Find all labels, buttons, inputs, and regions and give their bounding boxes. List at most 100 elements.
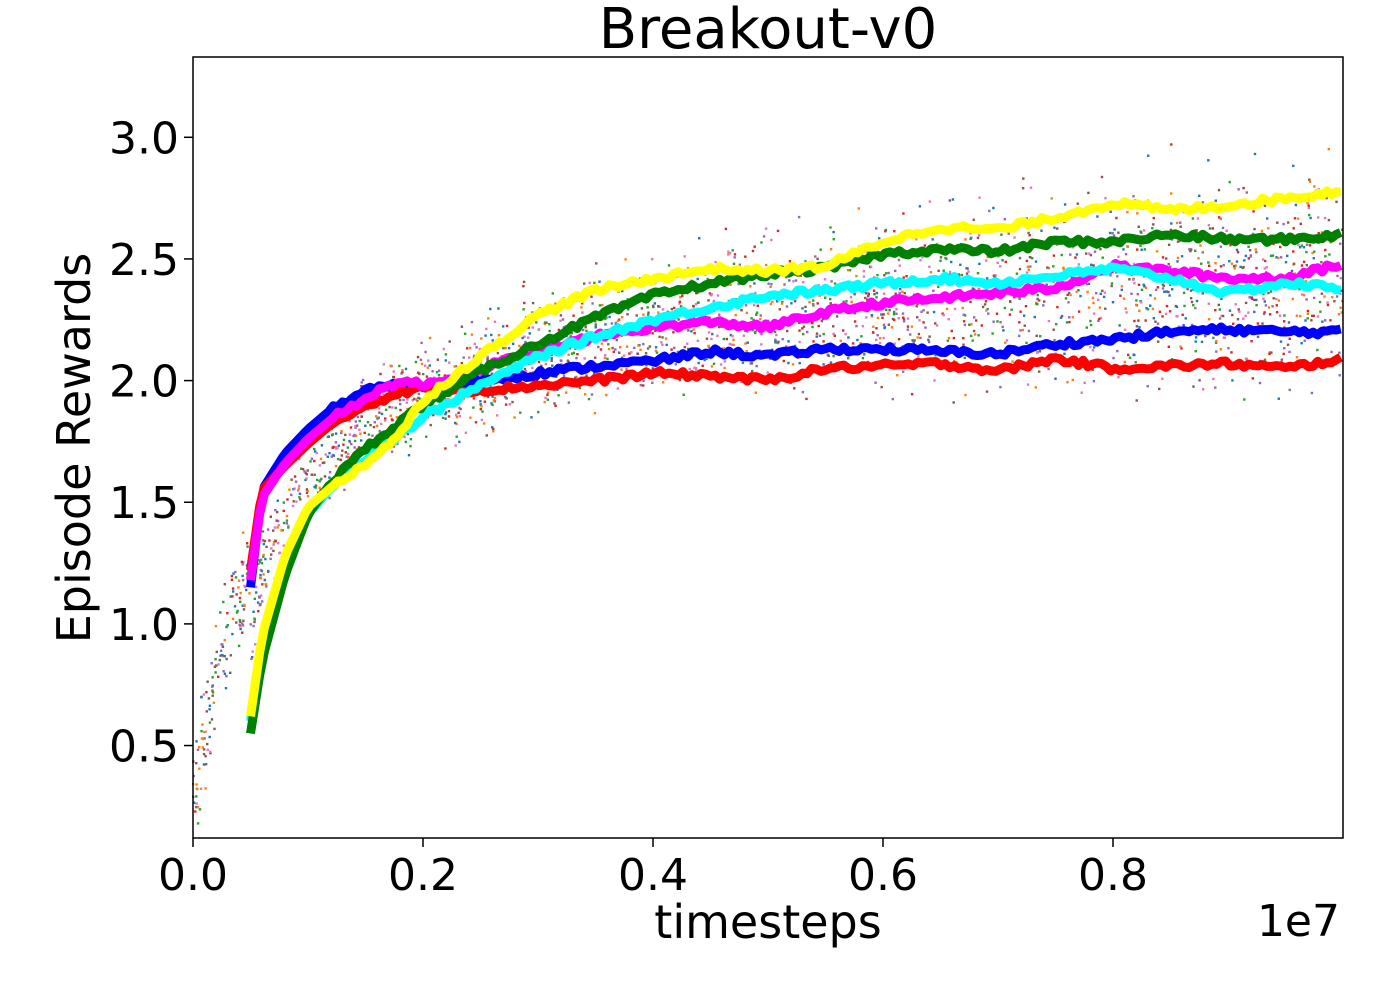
scatter-point xyxy=(754,291,757,295)
scatter-point xyxy=(913,339,916,342)
scatter-point xyxy=(696,277,699,281)
scatter-point xyxy=(1062,266,1065,269)
scatter-point xyxy=(202,693,206,696)
scatter-point xyxy=(978,234,981,237)
chart-title: Breakout-v0 xyxy=(599,0,938,62)
scatter-point xyxy=(570,352,574,355)
scatter-point xyxy=(981,305,985,309)
scatter-point xyxy=(723,360,727,363)
scatter-point xyxy=(909,333,912,336)
plot-frame xyxy=(192,56,1344,839)
scatter-point xyxy=(1167,290,1170,294)
scatter-point xyxy=(690,330,693,333)
scatter-point xyxy=(543,321,547,324)
scatter-point xyxy=(745,350,748,353)
scatter-point xyxy=(1265,266,1268,269)
scatter-point xyxy=(693,366,696,369)
scatter-point xyxy=(1235,248,1239,252)
scatter-point xyxy=(822,363,825,366)
scatter-point xyxy=(437,369,441,372)
scatter-point xyxy=(1258,381,1262,385)
scatter-point xyxy=(353,439,357,443)
scatter-point xyxy=(1204,334,1207,338)
scatter-point xyxy=(918,205,922,208)
scatter-point xyxy=(1307,206,1310,210)
scatter-point xyxy=(953,307,957,311)
scatter-point xyxy=(733,253,737,256)
scatter-point xyxy=(1335,200,1338,203)
scatter-point xyxy=(1263,311,1266,314)
scatter-point xyxy=(1126,245,1129,248)
scatter-point xyxy=(379,372,382,376)
scatter-point xyxy=(1003,306,1007,310)
scatter-point xyxy=(773,330,777,334)
scatter-point xyxy=(994,274,997,277)
scatter-point xyxy=(642,342,645,346)
scatter-point xyxy=(769,285,772,288)
scatter-point xyxy=(468,356,471,359)
scatter-point xyxy=(416,399,419,403)
scatter-point xyxy=(1338,374,1341,377)
scatter-point xyxy=(1007,232,1010,235)
scatter-point xyxy=(711,332,714,336)
scatter-point xyxy=(1168,310,1172,313)
scatter-point xyxy=(869,265,873,269)
scatter-point xyxy=(354,426,357,429)
scatter-point xyxy=(1182,291,1186,295)
scatter-point xyxy=(484,334,487,337)
scatter-point xyxy=(214,658,217,661)
scatter-point xyxy=(1236,318,1240,321)
y-tick-label: 0.5 xyxy=(109,722,179,773)
scatter-point xyxy=(686,347,690,351)
scatter-point xyxy=(992,274,996,277)
scatter-point xyxy=(353,433,356,437)
scatter-point xyxy=(985,259,988,262)
scatter-point xyxy=(262,573,265,576)
scatter-point xyxy=(850,300,853,303)
scatter-point xyxy=(265,585,268,588)
scatter-point xyxy=(334,464,338,468)
scatter-point xyxy=(508,403,511,406)
scatter-point xyxy=(567,401,571,404)
scatter-point xyxy=(1031,257,1034,260)
scatter-point xyxy=(347,456,350,459)
scatter-point xyxy=(561,318,565,321)
scatter-point xyxy=(948,270,952,274)
scatter-point xyxy=(200,737,204,740)
scatter-point xyxy=(1113,228,1116,231)
scatter-point xyxy=(1199,244,1202,247)
scatter-point xyxy=(716,334,719,337)
scatter-point xyxy=(414,360,418,364)
scatter-point xyxy=(204,763,208,766)
scatter-point xyxy=(882,323,886,327)
scatter-point xyxy=(206,680,209,683)
scatter-point xyxy=(444,417,447,420)
scatter-point xyxy=(1072,246,1075,249)
scatter-point xyxy=(753,245,756,248)
scatter-point xyxy=(1336,274,1339,278)
scatter-point xyxy=(1083,381,1086,384)
scatter-point xyxy=(1299,246,1302,249)
scatter-point xyxy=(1170,192,1173,195)
scatter-point xyxy=(1137,225,1140,228)
scatter-point xyxy=(718,313,721,316)
scatter-point xyxy=(947,318,950,321)
scatter-point xyxy=(1136,212,1139,215)
scatter-point xyxy=(832,238,835,241)
scatter-point xyxy=(915,305,918,308)
scatter-point xyxy=(928,265,931,268)
scatter-point xyxy=(202,752,206,756)
scatter-point xyxy=(880,385,883,389)
scatter-point xyxy=(712,362,716,365)
scatter-point xyxy=(645,364,648,367)
scatter-point xyxy=(419,358,423,361)
scatter-point xyxy=(969,237,972,240)
scatter-point xyxy=(455,415,459,419)
scatter-point xyxy=(1267,227,1270,230)
scatter-point xyxy=(340,454,343,457)
scatter-point xyxy=(964,238,967,241)
scatter-point xyxy=(867,293,870,296)
scatter-point xyxy=(1167,262,1170,266)
scatter-point xyxy=(237,586,240,589)
scatter-point xyxy=(313,459,316,463)
